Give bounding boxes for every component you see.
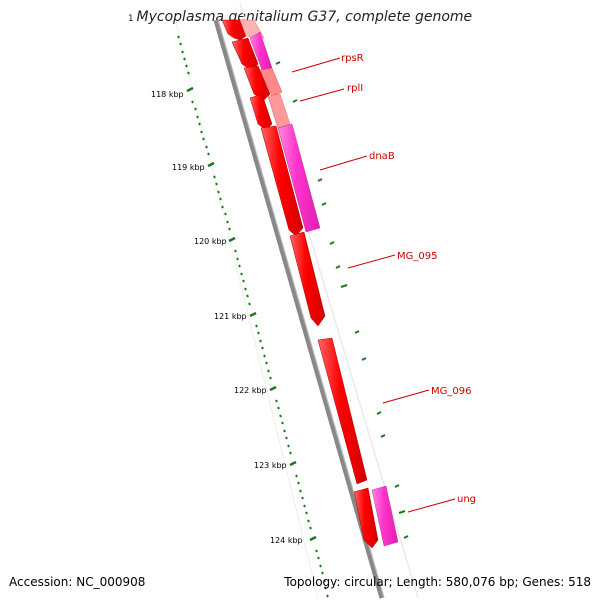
inner-guide-arc	[175, 21, 319, 599]
gene-ring-ticks	[275, 61, 409, 539]
gene-outer-ring	[239, 19, 399, 547]
gene-feature	[277, 123, 321, 233]
genome-summary: Topology: circular; Length: 580,076 bp; …	[284, 575, 591, 589]
cds-feature	[353, 487, 379, 549]
scale-minor-ticks	[177, 35, 329, 598]
gene-label-rpli: rplI	[347, 83, 363, 94]
gene-label-rpsr: rpsR	[341, 53, 364, 64]
cds-inner-ring	[221, 19, 379, 549]
gene-label-ung: ung	[457, 494, 476, 505]
leader-line	[382, 389, 430, 404]
leader-line	[347, 254, 396, 269]
scale-label-120: 120 kbp	[194, 237, 227, 246]
map-title: 1 Mycoplasma genitalium G37, complete gen…	[0, 9, 600, 25]
scale-label-123: 123 kbp	[254, 461, 287, 470]
leader-line	[407, 498, 456, 513]
scale-labels: 118 kbp 119 kbp 120 kbp 121 kbp 122 kbp …	[151, 90, 303, 545]
gene-feature	[371, 485, 399, 547]
gene-feature	[267, 93, 291, 129]
cds-feature	[243, 65, 271, 101]
gene-label-dnab: dnaB	[369, 151, 395, 162]
accession-label: Accession: NC_000908	[9, 575, 146, 589]
genome-backbone	[213, 19, 385, 599]
scale-label-118: 118 kbp	[151, 90, 184, 99]
cds-feature	[317, 337, 368, 485]
scale-label-121: 121 kbp	[214, 312, 247, 321]
scale-label-122: 122 kbp	[234, 386, 267, 395]
scale-label-124: 124 kbp	[270, 536, 303, 545]
gene-label-mg-096: MG_096	[431, 386, 471, 397]
leader-line	[299, 88, 345, 102]
scale-major-ticks	[186, 86, 317, 542]
title-start-position: 1	[127, 14, 134, 24]
scale-label-119: 119 kbp	[172, 163, 205, 172]
leader-line	[291, 57, 341, 73]
gene-labels: rpsR rplI dnaB MG_095 MG_096 ung	[291, 53, 476, 513]
title-organism: Mycoplasma genitalium G37, complete geno…	[136, 9, 473, 25]
cds-feature	[289, 231, 326, 327]
gene-feature	[259, 67, 283, 97]
gene-label-mg-095: MG_095	[397, 251, 437, 262]
leader-line	[319, 155, 368, 171]
cds-feature	[260, 125, 304, 237]
